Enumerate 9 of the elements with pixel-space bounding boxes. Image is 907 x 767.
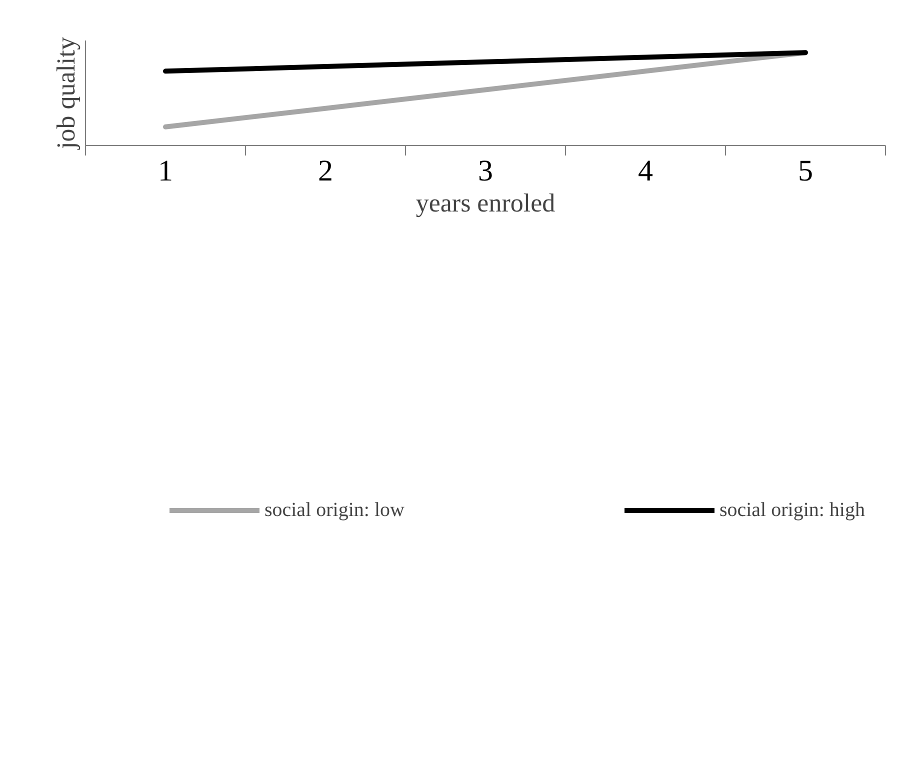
y-axis-title: job quality	[52, 37, 80, 150]
x-tick-label: 4	[638, 154, 653, 188]
legend-label: social origin: high	[719, 498, 865, 522]
x-tick-label: 2	[318, 154, 333, 188]
x-axis-title: years enroled	[416, 188, 556, 218]
x-tick-label: 3	[478, 154, 493, 188]
legend-label: social origin: low	[264, 498, 404, 522]
x-tick-label: 5	[798, 154, 813, 188]
x-tick-label: 1	[158, 154, 173, 188]
